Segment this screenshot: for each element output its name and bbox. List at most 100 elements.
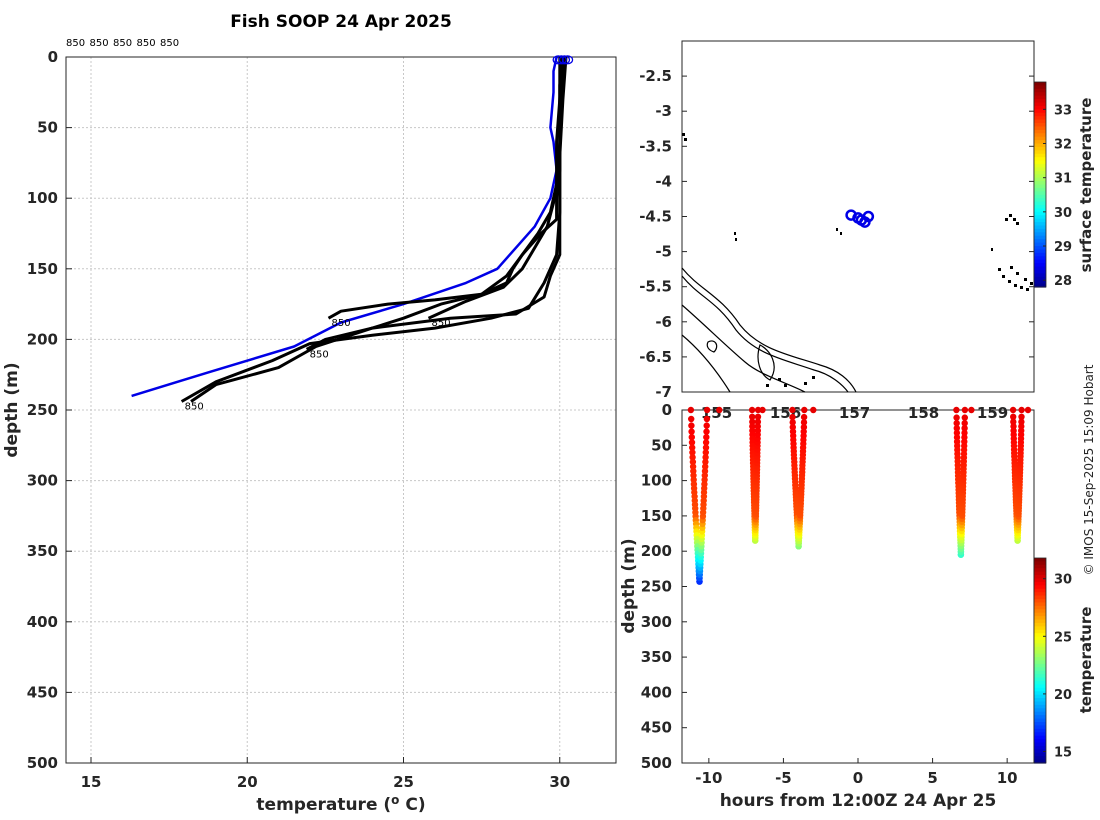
y-tick-label: 0 [48,48,58,66]
colorbar-segment [1034,222,1046,227]
cast-point [689,449,696,456]
cast-point [702,449,709,456]
section-colorbar-label: temperature [1077,607,1095,714]
colorbar-segment [1034,167,1046,172]
profile-axes-box [65,56,617,764]
colorbar-segment [1034,109,1046,114]
colorbar-segment [1034,633,1046,638]
map-y-tick-label: -4 [655,172,672,190]
colorbar-segment [1034,140,1046,145]
map-y-tick-label: -6 [655,313,672,331]
colorbar-segment [1034,568,1046,573]
cast-point [800,419,808,426]
colorbar-segment [1034,759,1046,764]
cast-point [689,463,697,470]
map-y-tick-label: -2.5 [639,67,672,85]
profile-label: 850 [432,318,451,329]
colorbar-segment [1034,616,1046,621]
cast-point [953,420,960,427]
colorbar-segment [1034,235,1046,240]
colorbar-tick-label: 32 [1054,138,1072,153]
y-tick-label: 350 [27,542,58,560]
cast-point [789,406,796,414]
y-tick-label: 250 [27,401,58,419]
colorbar-segment [1034,218,1046,223]
climatology-line [131,56,558,398]
cast-point [754,418,762,426]
map-y-tick-label: -3 [655,102,672,120]
cast-point [1018,423,1025,430]
colorbar-tick-label: 28 [1054,274,1072,289]
colorbar-segment [1034,660,1046,665]
profile-y-ticks: 0 50 100 150 200 250 300 350 400 450 500 [27,48,72,772]
map-x-tick-label: 156 [770,404,801,422]
cast-point [689,458,697,466]
section-y-tick-label: 500 [641,754,672,772]
section-y-tick-label: 300 [641,613,672,631]
profile-line [190,56,568,403]
cast-point [1024,406,1032,414]
cast-point [688,439,696,446]
colorbar-segment [1034,691,1046,696]
cast-point [703,434,710,441]
colorbar-segment [1034,164,1046,169]
cast-point [689,444,696,451]
colorbar-segment [1034,650,1046,655]
colorbar-segment [1034,626,1046,631]
colorbar-segment [1034,732,1046,737]
colorbar-segment [1034,205,1046,210]
map-colorbar: 28 29 30 31 32 33 [1033,81,1072,289]
profile-label: 850 [185,402,204,413]
section-x-tick-label: 10 [997,769,1018,787]
cast-point [702,444,710,451]
cast-point [703,428,710,435]
colorbar-tick-label: 29 [1054,240,1072,255]
colorbar-segment [1034,745,1046,750]
section-y-tick-label: 200 [641,542,672,560]
section-y-ticks: 0 50 100 150 200 250 300 350 400 450 500 [641,401,687,772]
colorbar-segment [1034,742,1046,747]
cast-point [800,413,808,421]
colorbar-segment [1034,187,1046,192]
colorbar-segment [1034,687,1046,692]
cast-point [688,434,695,441]
colorbar-segment [1034,756,1046,761]
colorbar-frame [1033,557,1047,764]
cast-point [961,406,969,414]
x-tick-label: 30 [549,773,570,791]
colorbar-segment [1034,211,1046,216]
colorbar-segment [1034,146,1046,151]
cast-point [801,406,808,414]
colorbar-segment [1034,629,1046,634]
colorbar-segment [1034,670,1046,675]
colorbar-segment [1034,266,1046,271]
colorbar-segment [1034,677,1046,682]
x-tick-label: 20 [237,773,258,791]
colorbar-segment [1034,82,1046,87]
colorbar-segment [1034,708,1046,713]
colorbar-segment [1034,653,1046,658]
map-y-ticks: -2.5 -3 -3.5 -4 -4.5 -5 -5.5 -6 -6.5 -7 [639,67,1034,401]
colorbar-segment [1034,701,1046,706]
cast-point [961,425,968,432]
coastline-contours [681,267,857,393]
section-y-tick-label: 250 [641,578,672,596]
y-tick-label: 200 [27,330,58,348]
colorbar-segment [1034,694,1046,699]
figure-title: Fish SOOP 24 Apr 2025 [230,12,452,32]
colorbar-segment [1034,585,1046,590]
colorbar-segment [1034,657,1046,662]
colorbar-segment [1034,112,1046,117]
colorbar-segment [1034,105,1046,110]
cast-point [749,418,756,426]
header-label: 850 [90,38,109,49]
cast-point [961,429,968,437]
colorbar-segment [1034,640,1046,645]
map-x-tick-label: 159 [977,404,1008,422]
profile-grid [66,56,616,764]
colorbar-segment [1034,232,1046,237]
colorbar-segment [1034,561,1046,566]
y-tick-label: 300 [27,472,58,490]
cast-point [702,463,709,470]
colorbar-segment [1034,704,1046,709]
